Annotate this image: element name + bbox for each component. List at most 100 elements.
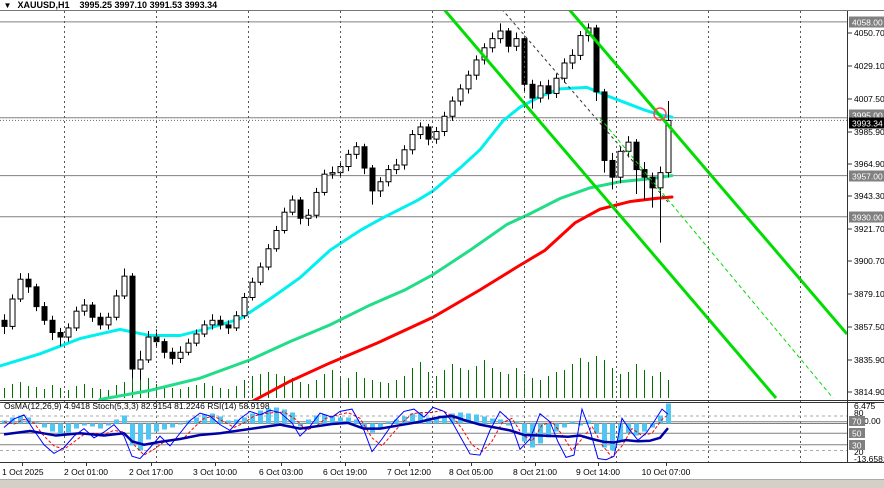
candle-down [161,341,168,353]
candle-down [529,83,536,99]
candle-up [433,131,440,140]
candle-down [425,126,432,140]
candle-down [217,319,224,326]
candle-up [265,248,272,268]
candle-down [129,275,136,370]
candle-up [105,316,112,326]
main-panel[interactable] [0,0,847,401]
osma-bar [194,417,199,424]
osma-bar [522,423,527,442]
price-axis[interactable]: 4050.70 4029.10 4007.50 3985.90 3964.90 3943.… [848,16,884,398]
osma-bar [594,423,599,434]
candle-up [321,173,328,193]
price-level-badge-label: 3995.00 [852,111,883,121]
candle-up [249,281,256,298]
osma-bar [242,417,247,424]
osma-bar [322,414,327,424]
candle-up [257,266,264,283]
candle-down [505,30,512,47]
osma-bar [586,420,591,424]
dashed-green-trendline[interactable] [599,117,834,399]
indicator-panel[interactable] [0,403,847,461]
dashed-black-trendline[interactable] [494,0,669,203]
volume-bars [4,356,669,398]
candle-up [577,35,584,56]
indicator-level-badge [849,416,865,426]
osma-bar [610,423,615,451]
osma-bar [250,413,255,424]
osma-bar [434,418,439,424]
osma-bar [226,420,231,424]
osma-bar [330,416,335,424]
candle-up [561,62,568,79]
osma-bar [258,410,263,424]
candle-up [417,126,424,136]
time-axis[interactable]: 1 Oct 2025 2 Oct 01:00 2 Oct 17:00 3 Oct 10… [2,463,691,477]
candle-up [665,119,672,174]
candle-up [497,30,504,40]
channel-trendline[interactable] [561,0,847,335]
osma-bar [34,422,39,424]
candle-up [441,115,448,133]
osma-bar [666,403,671,424]
price-axis-label: 3835.90 [854,355,884,365]
candle-up [409,134,416,151]
osma-bar [274,407,279,424]
candle-down [97,316,104,326]
osma-bar [50,423,55,432]
time-axis-label: 7 Oct 12:00 [387,467,431,477]
indicator-axis-label: 20 [854,447,864,457]
osma-bar [314,415,319,424]
candles [1,23,672,380]
price-axis-label: 4029.10 [854,61,884,71]
indicator-axis-label: 6.475 [854,401,876,411]
candle-up [281,211,288,231]
candle-up [65,327,72,338]
candle-up [289,199,296,213]
candle-down [633,141,640,171]
candle-up [625,141,632,152]
osma-bar [650,423,655,428]
price-axis-label: 3921.70 [854,224,884,234]
candle-up [201,324,208,335]
osma-bar [170,423,175,428]
symbol-dropdown-icon[interactable]: ▼ [3,0,12,10]
time-axis-label: 6 Oct 19:00 [323,467,367,477]
candle-down [49,319,56,333]
candle-up [393,164,400,171]
osma-bar [122,415,127,424]
candle-up [537,85,544,99]
indicator-axis-label: 0.00 [864,416,881,426]
indicator-level-badge-label: 50 [852,429,862,439]
osma-bar [466,413,471,424]
osma-bar [82,423,87,426]
time-axis-label: 6 Oct 03:00 [259,467,303,477]
candle-up [241,296,248,317]
candle-up [145,336,152,361]
indicator-axis-label: 80 [854,408,864,418]
channel-trendline[interactable] [436,0,778,399]
osma-bar [154,423,159,432]
osma-bar [266,408,271,424]
osma-bar [162,423,167,430]
candle-down [641,169,648,178]
osma-bar [42,423,47,428]
indicator-level-badge-label: 70 [852,417,862,427]
ma-mid-green-line [98,174,674,401]
osma-bar [346,417,351,424]
ma-slow-red-line [251,195,674,401]
candle-up [273,229,280,250]
price-axis-label: 3943.30 [854,191,884,201]
price-axis-label: 3964.90 [854,159,884,169]
osma-bar [546,423,551,438]
candle-up [553,77,560,94]
price-axis-label: 4050.70 [854,28,884,38]
time-axis-label: 2 Oct 17:00 [129,467,173,477]
osma-bar [234,419,239,424]
highlight-ellipse[interactable] [653,107,667,121]
ma-fast-cyan-line [0,85,674,368]
osma-bar [410,413,415,424]
candle-down [649,176,656,189]
